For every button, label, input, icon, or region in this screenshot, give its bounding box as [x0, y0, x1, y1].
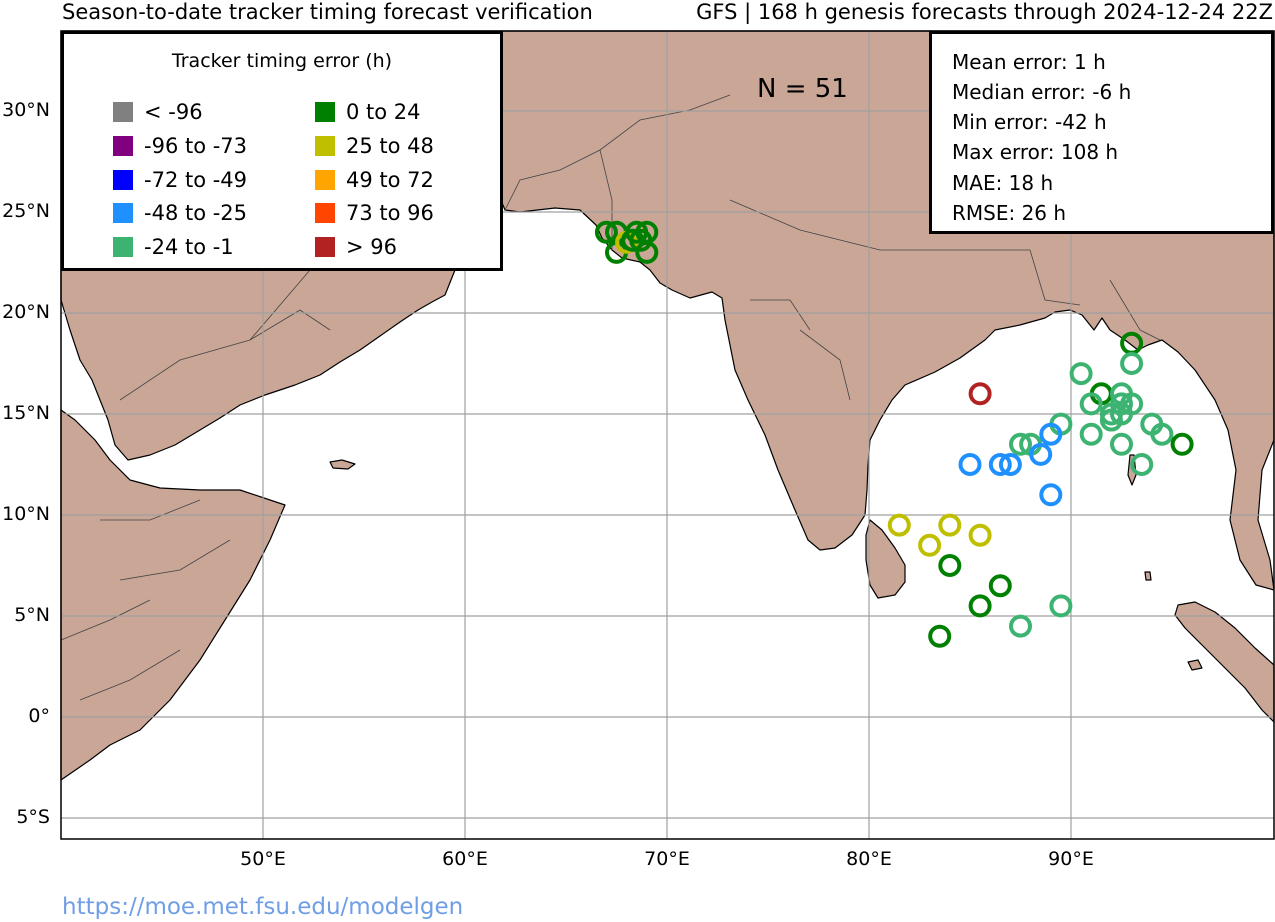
lat-tick-label: 20°N: [2, 301, 50, 323]
car-nicobar: [1144, 571, 1152, 581]
legend-label: < -96: [144, 100, 203, 124]
lat-tick-label: 5°S: [16, 806, 50, 828]
forecast-point: [938, 513, 962, 537]
forecast-point: [1069, 362, 1093, 386]
stat-median-error: Median error: -6 h: [952, 80, 1132, 104]
forecast-point: [1039, 483, 1063, 507]
legend-item: -48 to -25: [113, 201, 247, 225]
legend-label: 73 to 96: [346, 201, 434, 225]
lat-tick-label: 10°N: [2, 503, 50, 525]
forecast-point: [988, 453, 1012, 476]
stat-max-error: Max error: 108 h: [952, 140, 1119, 164]
socotra-island: [329, 459, 356, 470]
legend-title: Tracker timing error (h): [171, 50, 393, 72]
legend-label: -72 to -49: [144, 168, 248, 192]
stat-rmse: RMSE: 26 h: [952, 201, 1067, 225]
map-title: Season-to-date tracker timing forecast v…: [62, 0, 593, 24]
legend: Tracker timing error (h) < -96 -96 to -7…: [61, 31, 503, 271]
legend-swatch: [315, 170, 335, 190]
legend-item: 25 to 48: [315, 134, 434, 158]
legend-item: -96 to -73: [113, 134, 247, 158]
lat-tick-label: 0°: [28, 705, 50, 727]
forecast-point: [958, 453, 982, 476]
forecast-point: [938, 554, 962, 577]
sumatra: [1174, 601, 1275, 723]
forecast-point: [1130, 453, 1154, 476]
stat-mean-error: Mean error: 1 h: [952, 50, 1106, 74]
forecast-point: [1120, 392, 1144, 416]
legend-label: > 96: [346, 235, 397, 259]
forecast-point: [998, 453, 1022, 476]
stat-min-error: Min error: -42 h: [952, 110, 1107, 134]
forecast-point: [1170, 432, 1194, 456]
forecast-point: [1009, 432, 1032, 456]
border-lines: [60, 94, 1161, 701]
nicobar-islands: [1187, 659, 1203, 671]
forecast-point: [1110, 392, 1133, 416]
legend-swatch: [315, 136, 335, 156]
forecast-point: [1029, 442, 1053, 466]
forecast-point: [1079, 392, 1103, 416]
legend-swatch: [315, 203, 335, 223]
legend-swatch: [113, 237, 133, 257]
source-link[interactable]: https://moe.met.fsu.edu/modelgen: [62, 894, 464, 920]
legend-swatch: [315, 237, 335, 257]
forecast-point: [1039, 422, 1063, 446]
map-subtitle: GFS | 168 h genesis forecasts through 20…: [696, 0, 1273, 24]
forecast-point: [1120, 352, 1144, 375]
legend-item: -72 to -49: [113, 168, 247, 192]
stat-mae: MAE: 18 h: [952, 171, 1054, 195]
lon-tick-label: 80°E: [846, 848, 892, 870]
stats-panel: Mean error: 1 h Median error: -6 h Min e…: [929, 31, 1274, 234]
lat-tick-label: 15°N: [2, 402, 50, 424]
forecast-point: [1049, 594, 1073, 618]
forecast-point: [918, 533, 942, 557]
legend-swatch: [113, 136, 133, 156]
sample-count: N = 51: [757, 74, 848, 104]
legend-swatch: [113, 170, 133, 190]
sri-lanka: [865, 519, 906, 599]
legend-item: -24 to -1: [113, 235, 234, 259]
forecast-point: [988, 574, 1012, 598]
legend-label: -96 to -73: [144, 134, 248, 158]
forecast-point: [594, 220, 618, 244]
legend-swatch: [113, 102, 133, 122]
legend-item: > 96: [315, 235, 397, 259]
forecast-points-layer: [594, 220, 1194, 648]
legend-label: -48 to -25: [144, 201, 248, 225]
legend-label: -24 to -1: [144, 235, 234, 259]
legend-item: < -96: [113, 100, 203, 124]
lon-tick-label: 90°E: [1048, 848, 1094, 870]
legend-swatch: [113, 203, 133, 223]
legend-label: 25 to 48: [346, 134, 434, 158]
legend-item: 73 to 96: [315, 201, 434, 225]
map-frame: [60, 30, 1275, 840]
legend-item: 49 to 72: [315, 168, 434, 192]
forecast-point: [1079, 422, 1103, 446]
forecast-point: [635, 240, 659, 264]
lon-tick-label: 50°E: [240, 848, 286, 870]
forecast-point: [887, 513, 911, 537]
legend-label: 0 to 24: [346, 100, 421, 124]
forecast-point: [968, 594, 992, 618]
forecast-point: [968, 382, 992, 406]
forecast-point: [1099, 408, 1123, 432]
forecast-point: [1009, 614, 1032, 638]
legend-item: 0 to 24: [315, 100, 421, 124]
forecast-point: [1150, 422, 1174, 446]
lat-tick-label: 5°N: [14, 604, 50, 626]
forecast-point: [928, 624, 952, 648]
forecast-point: [968, 523, 992, 547]
lat-tick-label: 30°N: [2, 99, 50, 121]
africa-horn: [60, 409, 286, 781]
legend-label: 49 to 72: [346, 168, 434, 192]
lon-tick-label: 60°E: [442, 848, 488, 870]
forecast-point: [1110, 432, 1133, 456]
lat-tick-label: 25°N: [2, 200, 50, 222]
legend-swatch: [315, 102, 335, 122]
lon-tick-label: 70°E: [644, 848, 690, 870]
